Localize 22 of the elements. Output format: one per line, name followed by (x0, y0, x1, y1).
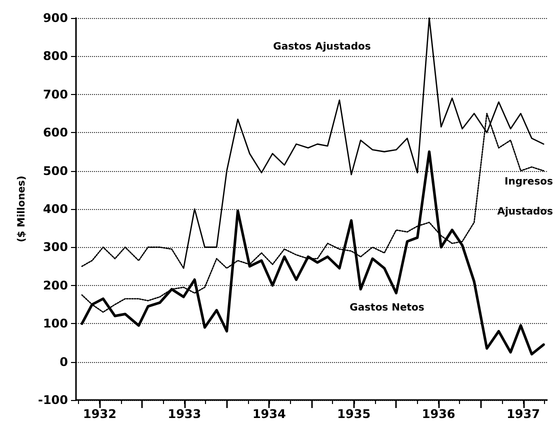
x-tick-label: 1933 (168, 407, 202, 421)
x-tick-label: 1936 (422, 407, 456, 421)
y-tick-label: 700 (42, 87, 68, 102)
annotation: Gastos Netos (350, 302, 424, 314)
y-tick-label: 300 (42, 240, 68, 254)
y-tick-label: 200 (42, 278, 68, 292)
y-tick-label: 500 (42, 164, 68, 178)
y-tick-label: 400 (42, 202, 68, 216)
y-tick-label: 900 (42, 11, 68, 25)
x-tick-label: 1932 (83, 407, 116, 421)
annotation: Ingresos (504, 176, 554, 188)
y-tick-label: -100 (38, 393, 68, 407)
x-tick-label: 1935 (337, 407, 371, 421)
annotation: Gastos Ajustados (273, 42, 371, 52)
y-tick-label: 100 (42, 316, 68, 331)
y-tick-label: 0 (60, 354, 68, 369)
y-tick-label: 600 (42, 126, 68, 140)
y-axis-title: ($ Millones) (16, 176, 28, 242)
annotation: Ajustados (497, 206, 554, 218)
x-tick-label: 1937 (506, 407, 540, 421)
x-tick-label: 1934 (252, 407, 286, 421)
y-tick-label: 800 (42, 49, 68, 64)
